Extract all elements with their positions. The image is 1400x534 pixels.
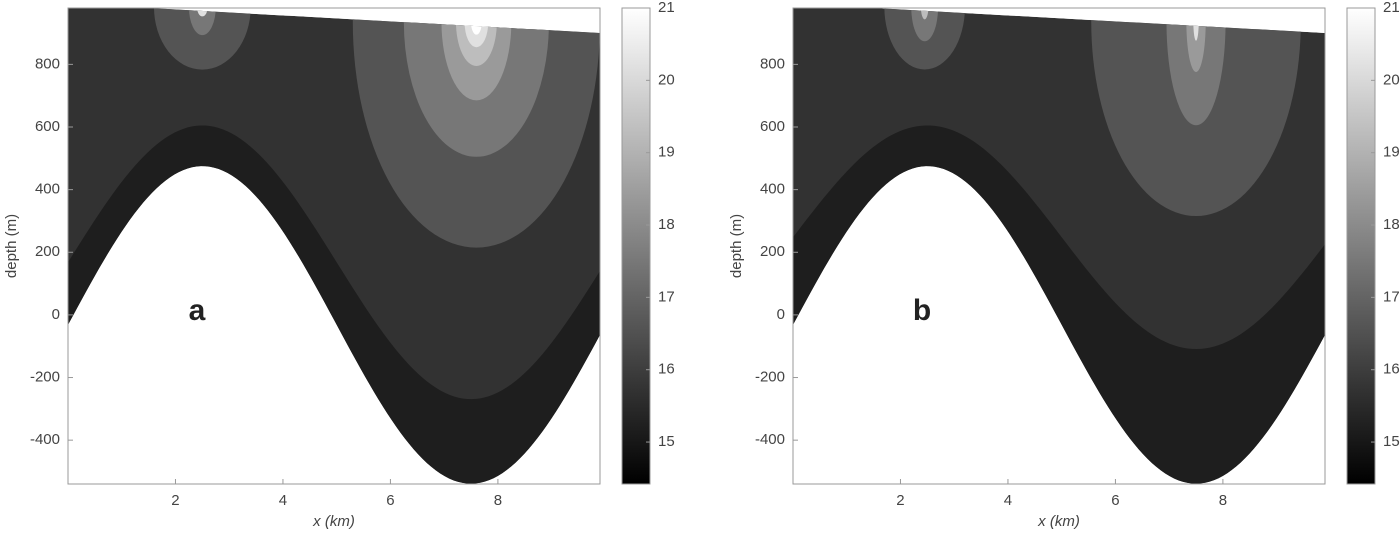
colorbar-tick-label: 19 bbox=[658, 144, 675, 161]
colorbar-tick-label: 20 bbox=[1383, 71, 1400, 88]
y-tick-label: 0 bbox=[52, 306, 60, 323]
contour-region bbox=[884, 8, 965, 70]
contour-region bbox=[920, 8, 929, 20]
colorbar-tick-label: 18 bbox=[1383, 216, 1400, 233]
colorbar-tick-label: 15 bbox=[658, 433, 675, 450]
y-tick-label: -400 bbox=[30, 431, 60, 448]
colorbar-tick-label: 15 bbox=[1383, 433, 1400, 450]
x-tick-label: 2 bbox=[896, 492, 904, 509]
colorbar-tick-label: 17 bbox=[658, 288, 675, 305]
y-tick-label: 200 bbox=[760, 243, 785, 260]
contour-regions bbox=[793, 8, 1325, 484]
y-tick-label: 400 bbox=[35, 181, 60, 198]
y-tick-label: 400 bbox=[760, 181, 785, 198]
x-tick-label: 2 bbox=[171, 492, 179, 509]
colorbar-tick-label: 16 bbox=[1383, 361, 1400, 378]
y-tick-label: 800 bbox=[760, 55, 785, 72]
y-tick-label: -200 bbox=[755, 368, 785, 385]
y-tick-label: -400 bbox=[755, 431, 785, 448]
y-tick-label: -200 bbox=[30, 368, 60, 385]
contour-region bbox=[911, 8, 939, 42]
panel-letter: b bbox=[913, 294, 931, 327]
plot-frame bbox=[67, 7, 601, 485]
x-tick-label: 6 bbox=[386, 492, 394, 509]
contour-region bbox=[471, 9, 482, 35]
colorbar-tick-label: 19 bbox=[1383, 144, 1400, 161]
panel-letter: a bbox=[189, 294, 206, 327]
contour-region bbox=[1193, 8, 1199, 41]
panel: 2 4 6 8 -400 -200 0 200 400 600 800 x (km) depth (m)… bbox=[728, 0, 1400, 530]
panel: 2 4 6 8 -400 -200 0 200 400 600 800 x (km) depth (m)… bbox=[3, 0, 675, 530]
x-tick-label: 4 bbox=[279, 492, 287, 509]
colorbar-tick-label: 21 bbox=[658, 0, 675, 16]
colorbar-tick-label: 21 bbox=[1383, 0, 1400, 16]
contour-region bbox=[793, 125, 1325, 484]
contour-regions bbox=[68, 8, 600, 484]
y-tick-label: 600 bbox=[760, 118, 785, 135]
colorbar-tick-label: 20 bbox=[658, 71, 675, 88]
contour-region bbox=[68, 125, 600, 484]
y-axis-label: depth (m) bbox=[3, 214, 20, 278]
y-axis-label: depth (m) bbox=[728, 214, 745, 278]
contour-region bbox=[153, 8, 251, 70]
contour-region bbox=[196, 8, 208, 17]
colorbar bbox=[621, 7, 651, 485]
colorbar-tick-label: 16 bbox=[658, 361, 675, 378]
y-tick-label: 200 bbox=[35, 243, 60, 260]
colorbar-tick-label: 17 bbox=[1383, 288, 1400, 305]
x-axis-label: x (km) bbox=[312, 513, 355, 530]
colorbar-tick-label: 18 bbox=[658, 216, 675, 233]
y-tick-label: 0 bbox=[777, 306, 785, 323]
x-tick-label: 4 bbox=[1004, 492, 1012, 509]
colorbar bbox=[1346, 7, 1376, 485]
x-axis-label: x (km) bbox=[1037, 513, 1080, 530]
plot-frame bbox=[792, 7, 1326, 485]
x-tick-label: 8 bbox=[494, 492, 502, 509]
contour-region bbox=[188, 8, 216, 36]
y-tick-label: 600 bbox=[35, 118, 60, 135]
x-tick-label: 8 bbox=[1219, 492, 1227, 509]
x-tick-label: 6 bbox=[1111, 492, 1119, 509]
y-tick-label: 800 bbox=[35, 55, 60, 72]
